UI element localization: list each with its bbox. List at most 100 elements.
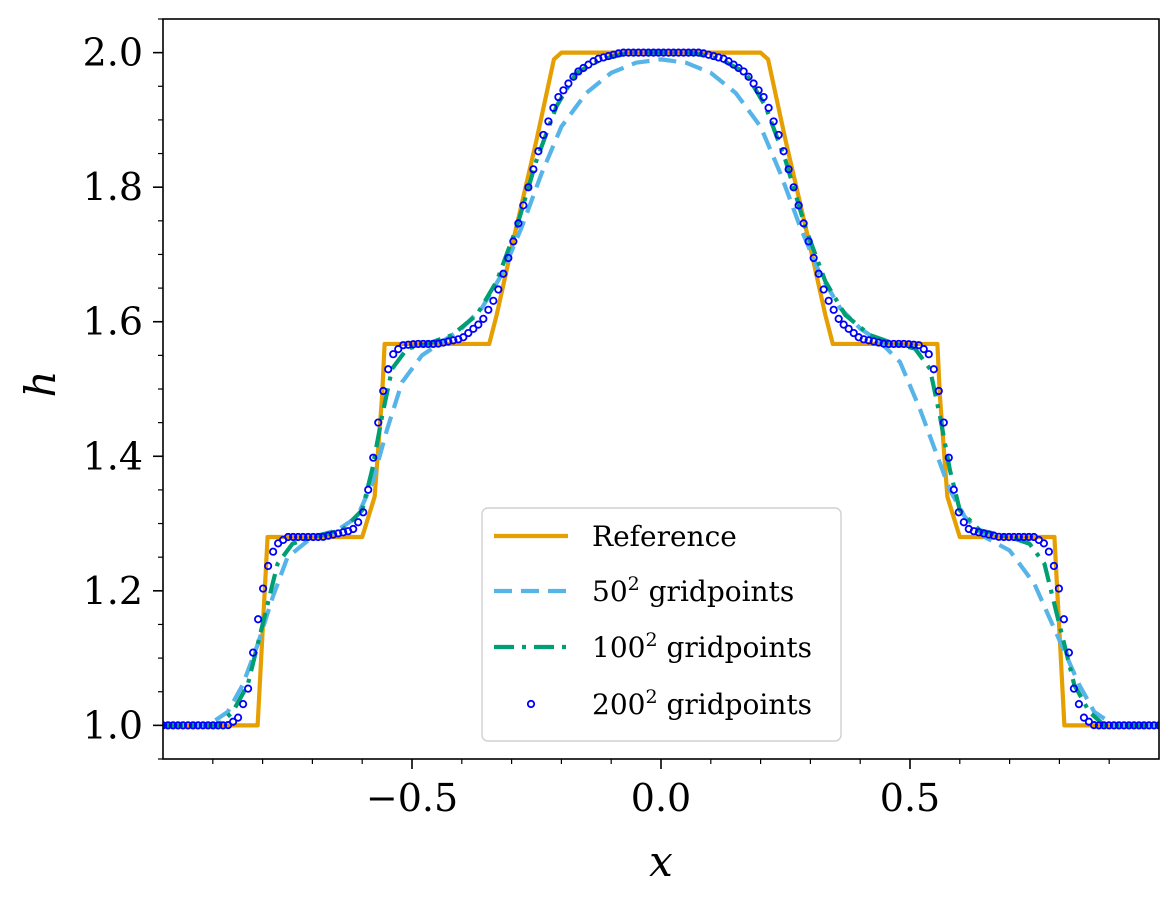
data-point	[1014, 532, 1023, 542]
data-point	[799, 219, 808, 228]
legend-label-base: 100	[592, 631, 645, 664]
y-tick-label: 1.8	[83, 165, 143, 209]
legend-label: 502 gridpoints	[592, 573, 794, 608]
y-axis-label: h	[16, 370, 65, 397]
data-point	[369, 453, 378, 462]
data-point	[644, 48, 653, 57]
data-point	[824, 296, 833, 305]
data-point	[339, 528, 348, 537]
data-point	[544, 117, 553, 126]
data-point	[564, 79, 573, 88]
data-point	[1054, 584, 1063, 593]
legend-label-base: 200	[592, 688, 645, 721]
data-point	[1094, 721, 1104, 730]
data-point	[253, 615, 263, 624]
data-point	[689, 48, 698, 57]
data-point	[849, 328, 858, 338]
data-point	[949, 485, 958, 494]
data-point	[629, 48, 638, 57]
legend-label: 2002 gridpoints	[592, 686, 812, 721]
data-point	[679, 48, 688, 57]
data-point	[864, 336, 873, 345]
data-point	[429, 339, 438, 349]
legend-label: Reference	[592, 520, 737, 553]
data-point	[284, 532, 293, 542]
data-point	[934, 386, 943, 396]
data-point	[394, 345, 403, 354]
data-point	[238, 700, 248, 709]
data-point	[474, 320, 483, 329]
data-point	[929, 365, 938, 374]
data-point	[289, 532, 298, 542]
data-point	[654, 48, 663, 57]
data-point	[178, 721, 188, 730]
data-point	[208, 721, 218, 730]
data-point	[764, 103, 773, 113]
data-point	[674, 48, 683, 57]
data-point	[1109, 721, 1119, 730]
y-tick-label: 1.4	[83, 434, 143, 478]
data-point	[434, 339, 443, 348]
data-point	[188, 721, 198, 730]
data-point	[364, 485, 373, 494]
data-point	[1129, 721, 1139, 730]
data-point	[859, 335, 868, 344]
legend-label-superscript: 2	[645, 629, 657, 651]
data-point	[1074, 700, 1084, 709]
data-point	[359, 508, 368, 517]
data-point	[514, 219, 523, 228]
data-point	[1099, 721, 1109, 730]
data-point	[959, 518, 968, 527]
data-point	[939, 418, 948, 427]
x-tick-label: 0.5	[880, 776, 940, 820]
data-point	[889, 339, 898, 349]
data-point	[634, 48, 643, 57]
legend-label-base: Reference	[592, 520, 737, 553]
data-point	[374, 418, 383, 427]
data-point	[909, 340, 918, 349]
data-point	[794, 201, 803, 210]
data-point	[614, 49, 623, 58]
data-point	[829, 305, 838, 314]
data-point	[749, 79, 758, 88]
data-point	[248, 648, 258, 657]
data-point	[349, 524, 358, 534]
axis-ticks: −0.5 0.0 0.5 1.0 1.2 1.4 1.6 1.8 2.0	[83, 18, 1110, 820]
data-point	[659, 48, 668, 57]
data-point	[1154, 721, 1159, 730]
data-point	[704, 50, 713, 59]
data-point	[604, 51, 613, 61]
data-point	[649, 48, 658, 57]
data-point	[539, 130, 548, 140]
data-point	[469, 324, 478, 333]
legend-label-base: 50	[592, 575, 628, 608]
data-point	[1024, 532, 1033, 542]
data-point	[218, 721, 228, 730]
data-point	[839, 320, 848, 329]
data-point	[193, 721, 203, 730]
data-point	[954, 508, 963, 517]
data-point	[173, 721, 183, 730]
data-point	[974, 528, 983, 537]
data-point	[599, 53, 608, 62]
data-point	[594, 54, 603, 63]
data-point	[1019, 532, 1028, 542]
y-tick-label: 1.2	[83, 569, 143, 613]
data-point	[609, 50, 618, 59]
y-tick-label: 1.0	[83, 703, 143, 747]
data-point	[459, 333, 468, 342]
data-point	[439, 338, 448, 347]
data-point	[779, 147, 788, 156]
data-point	[269, 547, 278, 556]
data-point	[399, 341, 408, 350]
data-point	[919, 345, 928, 354]
data-point	[759, 92, 768, 102]
data-point	[994, 532, 1003, 541]
data-point	[494, 285, 503, 294]
data-point	[1089, 721, 1099, 730]
data-point	[534, 147, 543, 156]
data-point	[1069, 684, 1079, 693]
data-point	[1044, 547, 1053, 556]
